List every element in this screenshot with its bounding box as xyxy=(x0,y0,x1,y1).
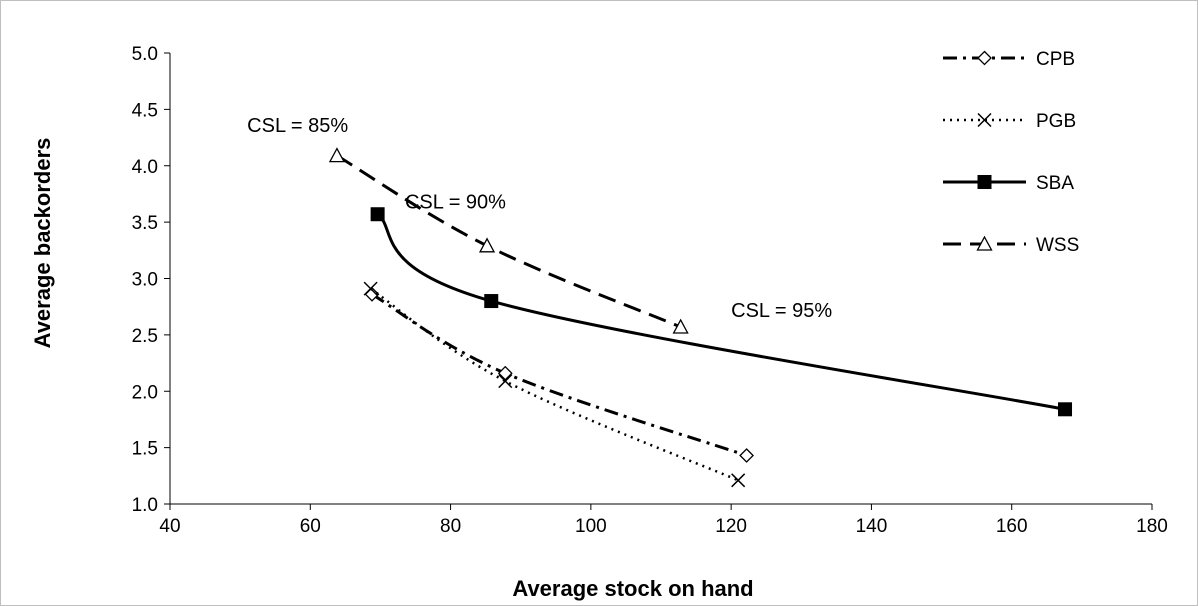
x-tick-label: 180 xyxy=(1136,516,1168,537)
y-tick-label: 1.5 xyxy=(132,439,158,460)
data-point-wss xyxy=(478,237,496,253)
data-point-pgb xyxy=(731,473,746,488)
data-point-sba xyxy=(1058,402,1073,417)
legend-marker-wss xyxy=(976,235,993,251)
legend-label-pgb: PGB xyxy=(1036,111,1076,132)
y-tick-label: 2.0 xyxy=(132,382,158,403)
legend-item-pgb: PGB xyxy=(943,111,1076,132)
data-point-cpb xyxy=(739,448,754,463)
data-point-sba xyxy=(370,207,385,222)
annotations-layer: CSL = 85% CSL = 90% CSL = 95% xyxy=(247,115,832,322)
x-tick-label: 160 xyxy=(996,516,1028,537)
y-tick-label: 4.0 xyxy=(132,157,158,178)
legend-label-wss: WSS xyxy=(1036,235,1079,256)
annotation-label: CSL = 85% xyxy=(247,115,348,137)
x-axis-title: Average stock on hand xyxy=(512,576,753,601)
series-line-sba xyxy=(376,213,1066,411)
series-sba xyxy=(370,207,1073,417)
series-cpb xyxy=(364,286,754,463)
data-point-wss xyxy=(672,318,689,334)
legend-item-cpb: CPB xyxy=(943,49,1075,70)
series-line-cpb xyxy=(371,292,748,457)
legend-marker-pgb xyxy=(977,112,992,128)
data-point-sba xyxy=(484,294,499,309)
data-point-pgb xyxy=(498,374,513,389)
y-tick-label: 3.5 xyxy=(132,213,158,234)
legend: CPB PGB SBA WSS xyxy=(943,49,1079,256)
x-tick-label: 120 xyxy=(715,516,747,537)
x-tick-label: 140 xyxy=(856,516,888,537)
legend-label-sba: SBA xyxy=(1036,173,1074,194)
data-point-cpb xyxy=(497,365,513,381)
legend-item-wss: WSS xyxy=(943,235,1079,256)
y-axis-title: Average backorders xyxy=(30,138,55,349)
x-tick-label: 60 xyxy=(300,516,321,537)
legend-item-sba: SBA xyxy=(943,173,1074,194)
axes: 40 60 80 100 120 140 160 180 1.0 1.5 2.0 2.5 3.0 3.5 4… xyxy=(132,44,1168,537)
data-point-pgb xyxy=(363,281,378,296)
y-tick-label: 1.0 xyxy=(132,495,158,516)
legend-marker-sba xyxy=(977,175,992,189)
y-tick-label: 4.5 xyxy=(132,100,158,121)
series-wss xyxy=(328,147,689,334)
annotation-label: CSL = 90% xyxy=(405,192,506,214)
x-tick-label: 100 xyxy=(575,516,607,537)
legend-label-cpb: CPB xyxy=(1036,49,1075,70)
y-tick-label: 3.0 xyxy=(132,270,158,291)
series-layer xyxy=(328,147,1073,488)
y-tick-label: 2.5 xyxy=(132,326,158,347)
x-tick-label: 40 xyxy=(159,516,180,537)
legend-marker-cpb xyxy=(977,50,992,66)
annotation-label: CSL = 95% xyxy=(731,300,832,322)
data-point-wss xyxy=(328,147,346,163)
x-tick-label: 80 xyxy=(440,516,461,537)
y-tick-label: 5.0 xyxy=(132,44,158,65)
series-pgb xyxy=(363,281,746,488)
